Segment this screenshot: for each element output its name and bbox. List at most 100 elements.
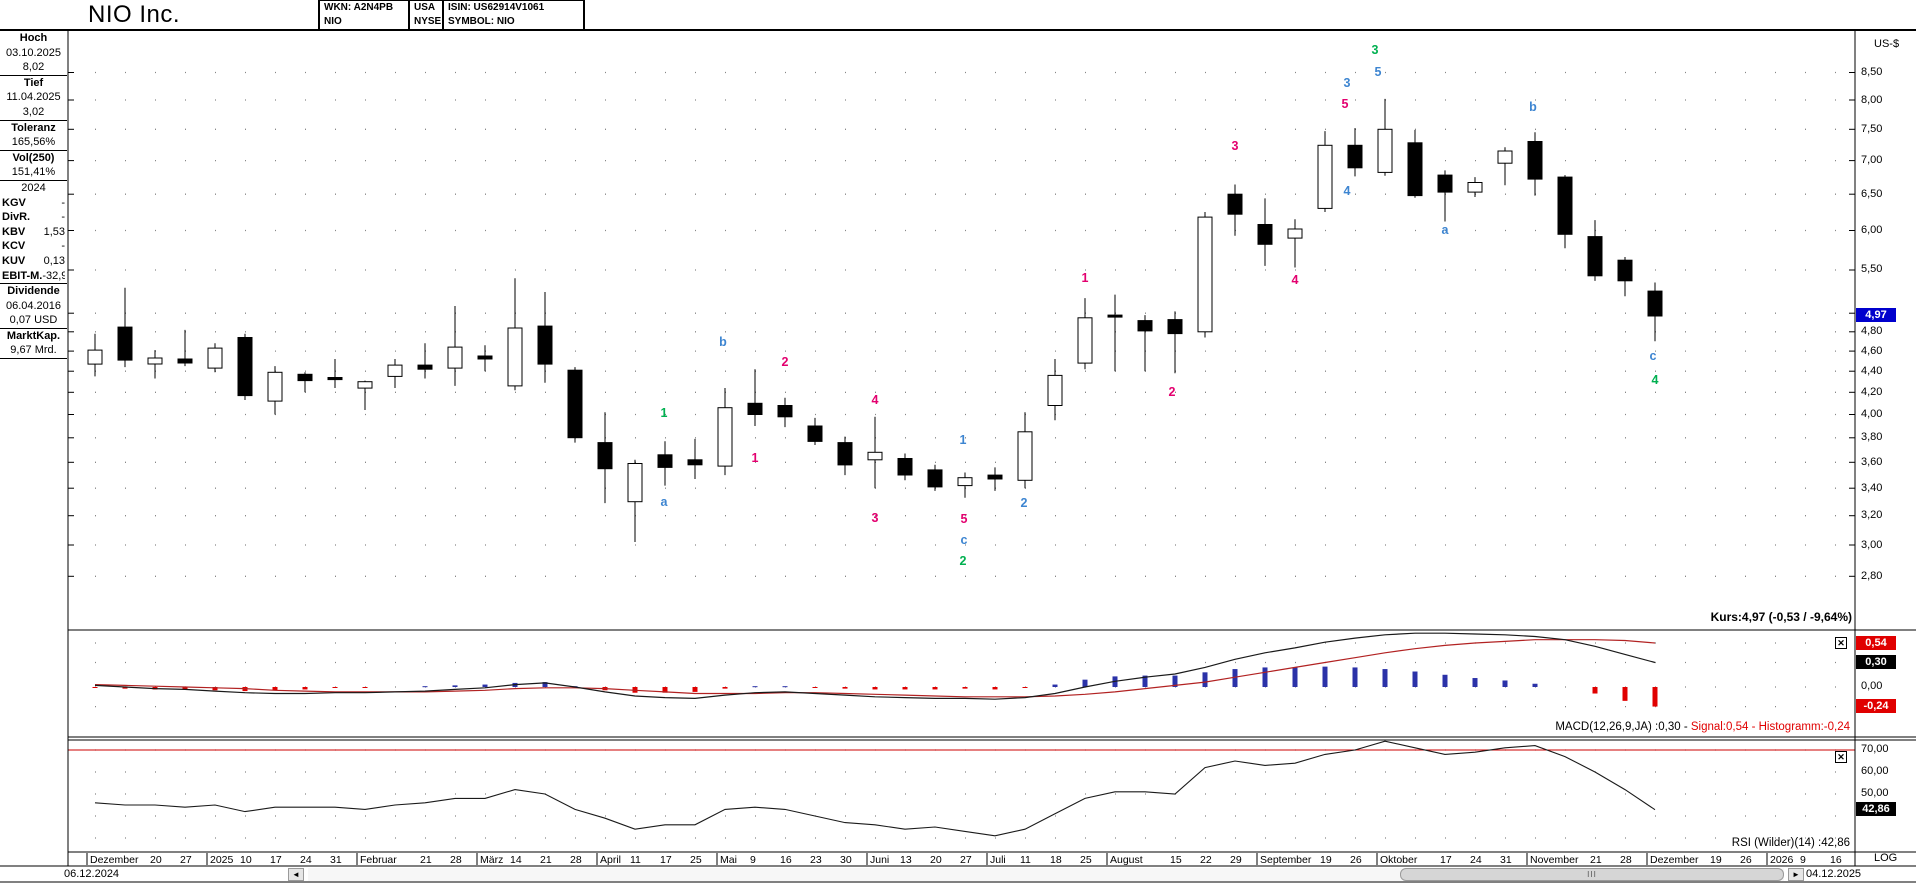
scrollbar-thumb[interactable]: III	[1400, 868, 1784, 881]
price-axis-label: 3,40	[1861, 482, 1883, 494]
price-axis-label: 3,80	[1861, 431, 1883, 443]
rsi-50-label: 50,00	[1861, 787, 1889, 799]
price-axis-label: 6,50	[1861, 188, 1883, 200]
wave-label-3: 3	[1371, 43, 1379, 57]
wave-label-2: 2	[959, 554, 967, 568]
price-axis-label: 7,00	[1861, 154, 1883, 166]
marktkap-value: 9,67 Mrd.	[10, 344, 57, 357]
wave-label-2: 2	[781, 355, 789, 369]
price-axis-label: 5,50	[1861, 263, 1883, 275]
price-axis-label: 4,40	[1861, 365, 1883, 377]
macd-value-tag: 0,30	[1856, 655, 1896, 669]
year-label: 2024	[21, 181, 46, 194]
price-axis-label: 3,60	[1861, 456, 1883, 468]
wave-label-a: a	[1441, 223, 1449, 237]
date-axis-week-label: 25	[1080, 854, 1092, 866]
hoch-date: 03.10.2025	[5, 46, 62, 59]
date-axis-week-label: 28	[1620, 854, 1632, 866]
date-axis-month-label: 2026	[1770, 854, 1794, 866]
date-axis-week-label: 20	[930, 854, 942, 866]
rsi-close-icon[interactable]: ✕	[1835, 751, 1847, 763]
hoch-label: Hoch	[19, 32, 48, 44]
ratio-row: EBIT-M.-32,90	[2, 269, 65, 282]
date-axis-month-label: Juni	[870, 854, 890, 866]
country-box: USA NYSE	[408, 0, 442, 29]
wave-label-a: a	[660, 495, 668, 509]
date-axis-week-label: 26	[1350, 854, 1362, 866]
scroll-right-button[interactable]: ►	[1788, 868, 1804, 881]
dividende-value: 0,07 USD	[9, 314, 58, 327]
currency-label: US-$	[1874, 38, 1900, 50]
macd-close-icon[interactable]: ✕	[1835, 637, 1847, 649]
price-axis-label: 2,80	[1861, 570, 1883, 582]
date-axis-week-label: 18	[1050, 854, 1062, 866]
date-axis-week-label: 19	[1710, 854, 1722, 866]
macd-caption-signal: Signal:0,54 - Histogramm:-0,24	[1690, 721, 1850, 733]
ratio-row: DivR. -	[2, 211, 65, 224]
wave-label-3: 3	[871, 511, 879, 525]
date-axis-week-label: 16	[1830, 854, 1842, 866]
kurs-caption: Kurs:4,97 (-0,53 / -9,64%)	[1711, 610, 1852, 624]
dividende-date: 06.04.2016	[5, 299, 62, 312]
date-axis-week-label: 25	[690, 854, 702, 866]
wave-label-1: 1	[959, 433, 967, 447]
wave-label-c: c	[960, 533, 968, 547]
marktkap-label: MarktKap.	[6, 329, 61, 342]
date-axis-week-label: 17	[270, 854, 282, 866]
date-axis-week-label: 30	[840, 854, 852, 866]
kurs-change: (-0,53 / -9,64%)	[1768, 610, 1852, 624]
price-axis-label: 8,00	[1861, 94, 1883, 106]
toleranz-value: 165,56%	[11, 136, 56, 149]
wave-label-4: 4	[871, 393, 879, 407]
rsi-70-label: 70,00	[1861, 743, 1889, 755]
date-axis-week-label: 27	[180, 854, 192, 866]
wave-label-4: 4	[1651, 373, 1659, 387]
date-axis-week-label: 21	[1590, 854, 1602, 866]
wave-label-b: b	[719, 335, 727, 349]
date-axis-week-label: 29	[1230, 854, 1242, 866]
dividende-label: Dividende	[7, 285, 60, 298]
date-axis-week-label: 17	[1440, 854, 1452, 866]
rsi-60-label: 60,00	[1861, 765, 1889, 777]
instrument-title: NIO Inc.	[88, 1, 181, 28]
date-axis-week-label: 11	[630, 854, 641, 866]
date-axis-week-label: 11	[1020, 854, 1031, 866]
wave-label-3: 3	[1343, 76, 1351, 90]
wave-label-1: 1	[1081, 271, 1089, 285]
tief-label: Tief	[23, 76, 44, 89]
macd-caption-main: MACD(12,26,9,JA) :0,30 -	[1555, 721, 1691, 733]
wkn-label: WKN: A2N4PB	[324, 2, 394, 13]
scroll-left-button[interactable]: ◄	[288, 868, 304, 881]
date-axis-week-label: 23	[810, 854, 822, 866]
country-label: USA	[414, 2, 436, 13]
date-axis-week-label: 31	[1500, 854, 1512, 866]
date-axis-week-label: 26	[1740, 854, 1752, 866]
date-axis-week-label: 24	[300, 854, 312, 866]
date-axis-week-label: 9	[1800, 854, 1806, 866]
date-axis-week-label: 24	[1470, 854, 1482, 866]
price-axis-label: 3,20	[1861, 509, 1883, 521]
wave-label-1: 1	[751, 451, 759, 465]
macd-caption: MACD(12,26,9,JA) :0,30 - Signal:0,54 - H…	[1555, 721, 1850, 733]
date-axis-month-label: 2025	[210, 854, 234, 866]
log-scale-label: LOG	[1874, 852, 1898, 864]
date-axis-week-label: 28	[450, 854, 462, 866]
date-axis-month-label: September	[1260, 854, 1312, 866]
date-axis-week-label: 19	[1320, 854, 1332, 866]
date-axis-month-label: Mai	[720, 854, 737, 866]
date-axis-week-label: 21	[420, 854, 432, 866]
wkn-box: WKN: A2N4PB NIO	[318, 0, 408, 29]
date-axis-month-label: Oktober	[1380, 854, 1418, 866]
date-axis-month-label: Februar	[360, 854, 397, 866]
date-axis-week-label: 14	[510, 854, 522, 866]
date-axis-week-label: 28	[570, 854, 582, 866]
price-axis-label: 4,80	[1861, 325, 1883, 337]
date-axis-month-label: Dezember	[1650, 854, 1699, 866]
macd-histogram-tag: -0,24	[1856, 699, 1896, 713]
tief-value: 3,02	[22, 105, 45, 118]
wave-label-4: 4	[1343, 184, 1351, 198]
date-axis-week-label: 9	[750, 854, 756, 866]
wave-label-b: b	[1529, 100, 1537, 114]
scroll-end-date: 04.12.2025	[1806, 868, 1862, 880]
